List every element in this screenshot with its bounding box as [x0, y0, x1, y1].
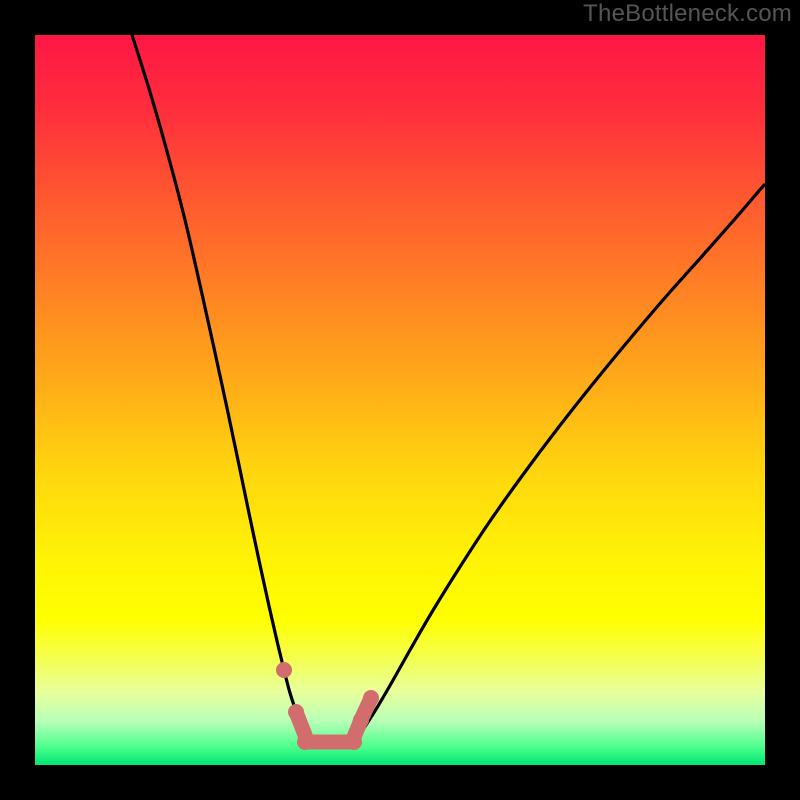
watermark-text: TheBottleneck.com	[583, 0, 792, 28]
marker-dot	[363, 690, 379, 706]
plot-background	[35, 35, 765, 765]
chart-container: TheBottleneck.com	[0, 0, 800, 800]
marker-dot	[297, 734, 313, 750]
marker-dot	[346, 734, 362, 750]
bottleneck-chart	[0, 0, 800, 800]
marker-dot	[288, 704, 304, 720]
marker-dot	[353, 712, 369, 728]
marker-dot-isolated	[276, 662, 292, 678]
